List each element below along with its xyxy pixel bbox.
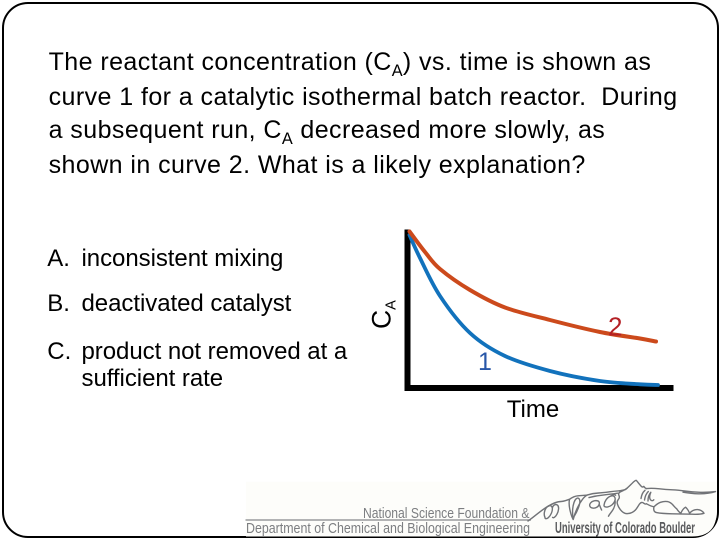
svg-text:National Science Foundation &: National Science Foundation & xyxy=(363,506,530,522)
svg-text:2: 2 xyxy=(608,312,622,342)
svg-text:Time: Time xyxy=(507,396,559,423)
svg-text:Department of Chemical and Bio: Department of Chemical and Biological En… xyxy=(246,521,530,537)
svg-text:1: 1 xyxy=(478,348,492,376)
svg-text:CA: CA xyxy=(367,300,400,329)
svg-text:University of Colorado Boulder: University of Colorado Boulder xyxy=(555,520,695,537)
